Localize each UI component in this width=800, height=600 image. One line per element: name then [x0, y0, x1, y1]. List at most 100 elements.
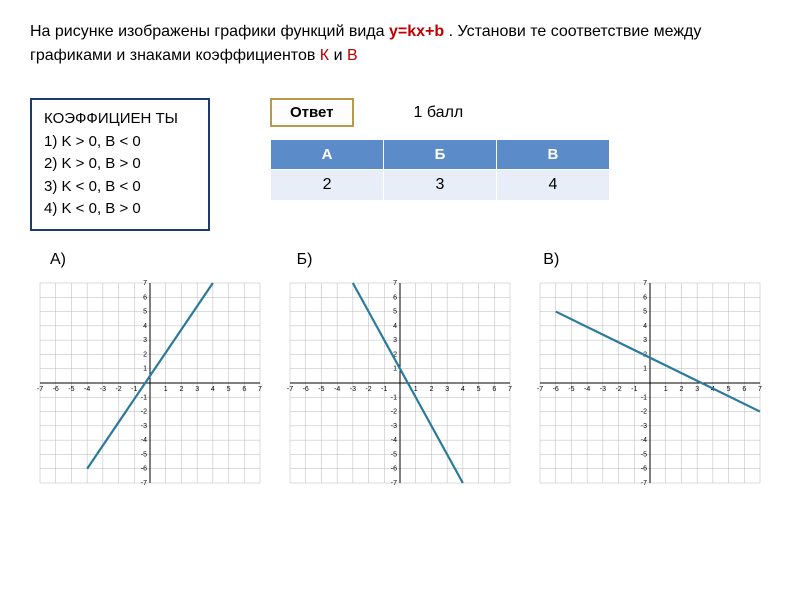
svg-text:-1: -1	[631, 386, 637, 393]
svg-text:-2: -2	[365, 386, 371, 393]
svg-text:1: 1	[393, 365, 397, 372]
svg-text:7: 7	[393, 280, 397, 287]
svg-text:6: 6	[492, 386, 496, 393]
svg-text:2: 2	[679, 386, 683, 393]
svg-text:-5: -5	[68, 386, 74, 393]
svg-text:-5: -5	[318, 386, 324, 393]
graph-label: А)	[30, 251, 277, 269]
svg-text:-7: -7	[287, 386, 293, 393]
svg-text:-7: -7	[37, 386, 43, 393]
svg-text:7: 7	[758, 386, 762, 393]
graph-b: -7-7-6-6-5-5-4-4-3-3-2-2-1-1112233445566…	[280, 273, 520, 493]
svg-text:-6: -6	[303, 386, 309, 393]
svg-text:-5: -5	[391, 451, 397, 458]
svg-text:-6: -6	[141, 465, 147, 472]
coef-line: 2) K > 0, B > 0	[44, 153, 196, 176]
svg-text:3: 3	[695, 386, 699, 393]
graph-label: В)	[523, 251, 770, 269]
svg-text:-4: -4	[391, 437, 397, 444]
svg-text:6: 6	[742, 386, 746, 393]
svg-text:-2: -2	[115, 386, 121, 393]
svg-text:-3: -3	[391, 422, 397, 429]
answer-header: В	[496, 140, 609, 170]
svg-text:-4: -4	[334, 386, 340, 393]
title-prefix: На рисунке изображены графики функций ви…	[30, 23, 389, 40]
svg-text:-3: -3	[100, 386, 106, 393]
svg-text:-5: -5	[641, 451, 647, 458]
graph-labels-row: А) Б) В)	[30, 251, 770, 269]
svg-text:4: 4	[143, 322, 147, 329]
coef-line: 4) K < 0, B > 0	[44, 198, 196, 221]
svg-text:6: 6	[393, 294, 397, 301]
answer-value: 4	[496, 170, 609, 201]
answer-header: Б	[384, 140, 497, 170]
svg-text:-6: -6	[641, 465, 647, 472]
svg-text:4: 4	[393, 322, 397, 329]
svg-text:-1: -1	[391, 394, 397, 401]
answer-badge: Ответ	[270, 98, 354, 127]
problem-title: На рисунке изображены графики функций ви…	[30, 20, 770, 68]
svg-text:-4: -4	[641, 437, 647, 444]
svg-text:-1: -1	[641, 394, 647, 401]
svg-text:-3: -3	[600, 386, 606, 393]
svg-text:-2: -2	[641, 408, 647, 415]
svg-text:3: 3	[643, 337, 647, 344]
svg-text:-7: -7	[141, 480, 147, 487]
svg-text:1: 1	[664, 386, 668, 393]
svg-text:2: 2	[179, 386, 183, 393]
svg-text:2: 2	[429, 386, 433, 393]
svg-text:-3: -3	[141, 422, 147, 429]
svg-text:3: 3	[445, 386, 449, 393]
svg-text:1: 1	[164, 386, 168, 393]
svg-text:1: 1	[143, 365, 147, 372]
svg-text:-1: -1	[131, 386, 137, 393]
graphs-row: -7 -7 -6 -6 -5 -5 -4 -4 -3 -3 -2 -2 -1 -1 1 1 2 2 3 3 4 4 5 5 6 6…	[30, 273, 770, 493]
title-and: и	[334, 47, 347, 64]
svg-text:-2: -2	[391, 408, 397, 415]
svg-text:4: 4	[643, 322, 647, 329]
svg-text:-2: -2	[615, 386, 621, 393]
svg-text:7: 7	[143, 280, 147, 287]
svg-text:5: 5	[143, 308, 147, 315]
graph-label: Б)	[277, 251, 524, 269]
svg-text:6: 6	[143, 294, 147, 301]
svg-text:-6: -6	[53, 386, 59, 393]
svg-text:4: 4	[211, 386, 215, 393]
svg-text:-2: -2	[141, 408, 147, 415]
svg-text:1: 1	[643, 365, 647, 372]
svg-text:-1: -1	[381, 386, 387, 393]
formula: y=kx+b	[389, 23, 444, 40]
svg-text:7: 7	[258, 386, 262, 393]
svg-text:6: 6	[242, 386, 246, 393]
svg-text:3: 3	[393, 337, 397, 344]
svg-text:-3: -3	[350, 386, 356, 393]
svg-text:-6: -6	[553, 386, 559, 393]
coef-line: 1) K > 0, B < 0	[44, 131, 196, 154]
graph-a: -7-7-6-6-5-5-4-4-3-3-2-2-1-1112233445566…	[30, 273, 270, 493]
svg-text:5: 5	[477, 386, 481, 393]
svg-text:-7: -7	[391, 480, 397, 487]
svg-text:2: 2	[143, 351, 147, 358]
answer-header: А	[271, 140, 384, 170]
svg-text:5: 5	[727, 386, 731, 393]
svg-text:-6: -6	[391, 465, 397, 472]
answer-table: А Б В 2 3 4	[270, 139, 610, 201]
svg-text:5: 5	[643, 308, 647, 315]
svg-text:7: 7	[508, 386, 512, 393]
svg-text:-4: -4	[141, 437, 147, 444]
svg-text:-1: -1	[141, 394, 147, 401]
svg-text:1: 1	[414, 386, 418, 393]
svg-text:-4: -4	[584, 386, 590, 393]
svg-text:-5: -5	[568, 386, 574, 393]
svg-text:7: 7	[643, 280, 647, 287]
svg-text:3: 3	[143, 337, 147, 344]
answer-block: Ответ 1 балл А Б В 2 3 4	[240, 98, 770, 201]
answer-value: 2	[271, 170, 384, 201]
coef-header: КОЭФФИЦИЕН ТЫ	[44, 108, 196, 131]
svg-text:6: 6	[643, 294, 647, 301]
graph-c: -7-7-6-6-5-5-4-4-3-3-2-2-1-1112233445566…	[530, 273, 770, 493]
coef-b: В	[347, 47, 358, 64]
svg-text:4: 4	[461, 386, 465, 393]
svg-text:3: 3	[195, 386, 199, 393]
svg-text:-5: -5	[141, 451, 147, 458]
